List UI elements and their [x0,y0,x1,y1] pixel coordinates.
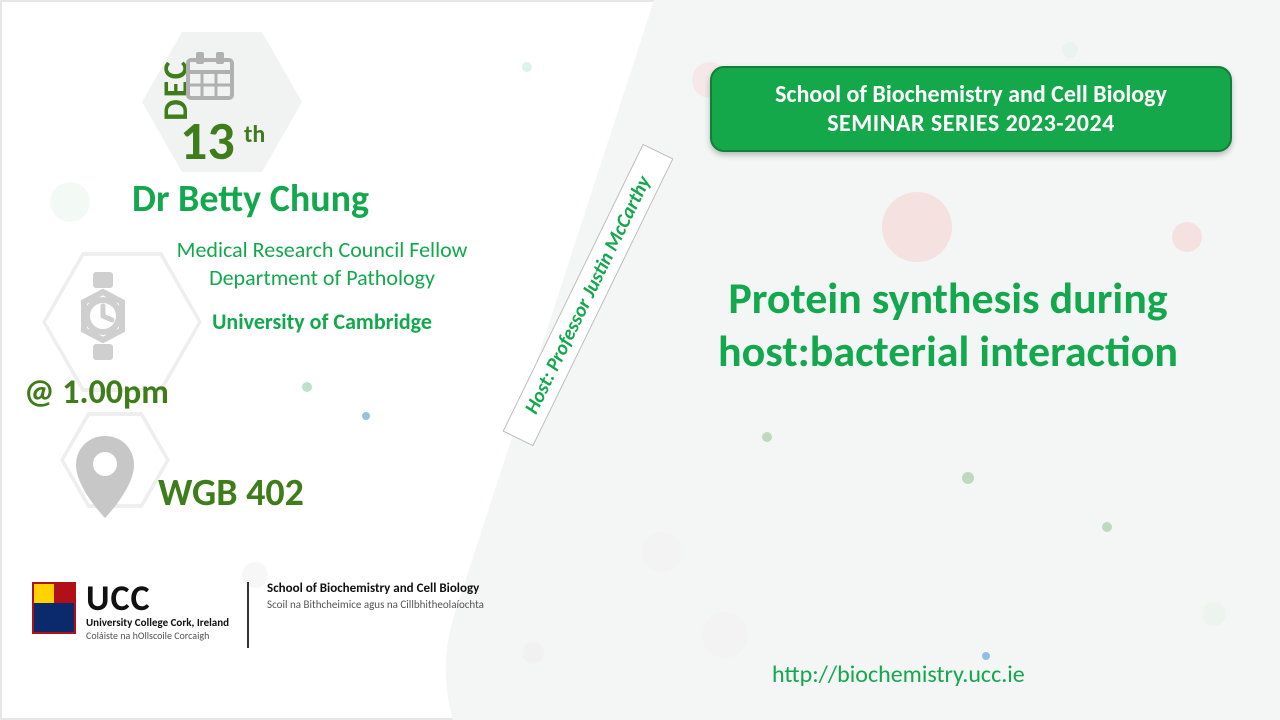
day-suffix: th [244,120,265,149]
speaker-role-line: Department of Pathology [209,264,435,291]
speaker-university: University of Cambridge [102,308,542,335]
series-line: School of Biochemistry and Cell Biology [730,80,1212,109]
school-name-ga: Scoil na Bithcheimice agus na Cillbhithe… [267,599,484,612]
divider [247,582,249,648]
ucc-subtitle-ga: Coláiste na hOllscoile Corcaigh [86,629,229,642]
talk-title-line: host:bacterial interaction [718,324,1178,378]
watch-icon [60,266,146,366]
ucc-subtitle-en: University College Cork, Ireland [86,616,229,629]
seminar-series-banner: School of Biochemistry and Cell Biology … [710,66,1232,152]
talk-title: Protein synthesis during host:bacterial … [628,272,1268,378]
day-number: 13 [180,108,235,174]
ucc-logo-block: UCC University College Cork, Ireland Col… [32,582,484,648]
ucc-crest-icon [32,582,76,634]
location-pin-icon [72,432,138,522]
speaker-roles: Medical Research Council Fellow Departme… [102,236,542,291]
room-label: WGB 402 [158,470,304,516]
website-url: http://biochemistry.ucc.ie [772,660,1025,689]
speaker-role-line: Medical Research Council Fellow [177,236,468,263]
calendar-icon [182,48,238,104]
time-label: @ 1.00pm [24,372,169,413]
school-name-en: School of Biochemistry and Cell Biology [267,582,484,597]
speaker-name: Dr Betty Chung [132,176,369,222]
series-line: SEMINAR SERIES 2023-2024 [730,109,1212,138]
talk-title-line: Protein synthesis during [728,271,1167,325]
ucc-wordmark: UCC [86,582,229,614]
